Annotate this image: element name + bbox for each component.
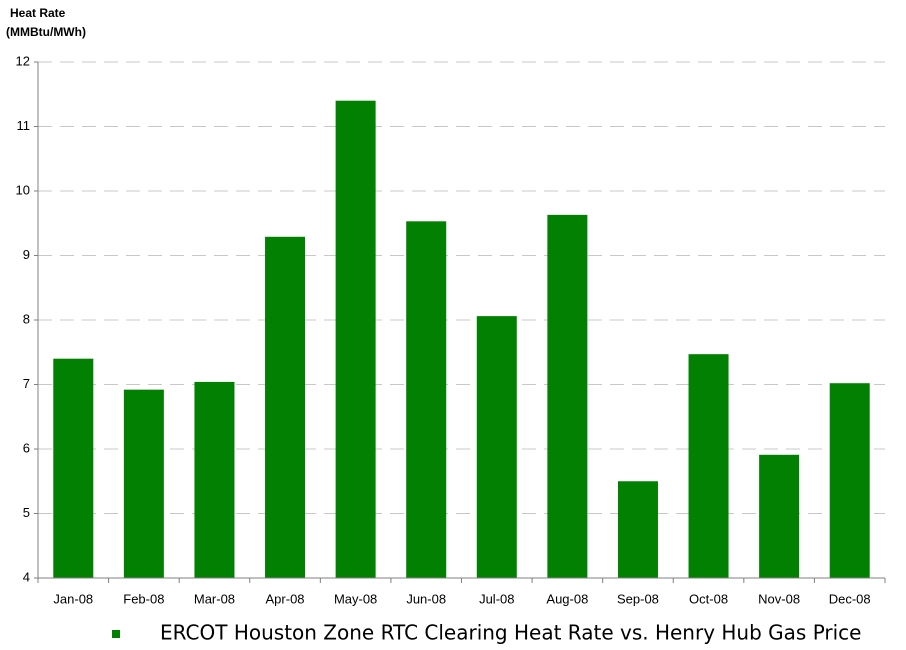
x-tick-label: Jul-08 [479, 591, 514, 606]
x-tick-label: Jun-08 [406, 591, 446, 606]
y-axis-title: (MMBtu/MWh) [6, 25, 86, 39]
x-tick-label: Jan-08 [53, 591, 93, 606]
y-tick-label: 4 [23, 569, 30, 584]
bar [759, 454, 800, 578]
bar [335, 100, 376, 578]
bar [406, 221, 447, 578]
y-tick-label: 6 [23, 440, 30, 455]
y-tick-label: 5 [23, 505, 30, 520]
x-tick-label: Oct-08 [689, 591, 728, 606]
x-tick-label: Feb-08 [123, 591, 164, 606]
x-tick-label: May-08 [334, 591, 377, 606]
bar [123, 389, 164, 578]
y-tick-label: 11 [17, 118, 31, 133]
y-tick-label: 10 [16, 182, 30, 197]
y-axis-title: Heat Rate [10, 6, 66, 20]
bar [829, 383, 870, 578]
y-tick-label: 9 [23, 247, 30, 262]
x-tick-label: Nov-08 [758, 591, 800, 606]
legend-marker [112, 630, 120, 638]
bar [547, 214, 588, 579]
bar [688, 354, 729, 578]
legend-label: ERCOT Houston Zone RTC Clearing Heat Rat… [160, 621, 861, 645]
x-tick-label: Mar-08 [194, 591, 235, 606]
x-tick-label: Sep-08 [617, 591, 659, 606]
y-tick-label: 8 [23, 311, 30, 326]
bar [617, 481, 658, 578]
bar [194, 381, 235, 578]
bar [476, 316, 517, 578]
x-tick-label: Dec-08 [829, 591, 871, 606]
bar [265, 236, 306, 579]
y-tick-label: 12 [16, 53, 30, 68]
y-tick-label: 7 [23, 376, 30, 391]
x-tick-label: Aug-08 [546, 591, 588, 606]
bar [53, 358, 94, 578]
x-tick-label: Apr-08 [266, 591, 305, 606]
